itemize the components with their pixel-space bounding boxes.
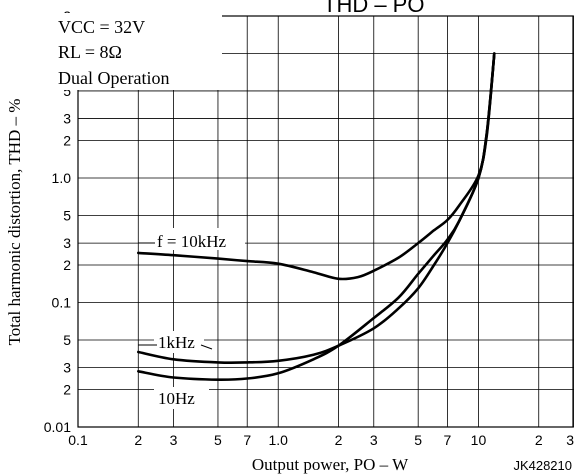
x-tick-label-5: 1.0	[268, 432, 288, 448]
x-tick-label-12: 3	[566, 432, 574, 448]
y-tick-label-9: 2	[63, 133, 71, 149]
y-tick-label-5: 2	[63, 257, 71, 273]
y-tick-label-3: 5	[63, 332, 71, 348]
label-leader-1khz-right	[200, 344, 213, 350]
y-tick-label-4: 0.1	[52, 294, 72, 310]
y-tick-label-7: 5	[63, 207, 71, 223]
x-tick-label-3: 5	[214, 432, 222, 448]
x-tick-label-8: 5	[414, 432, 422, 448]
curves-layer	[137, 52, 496, 382]
x-tick-label-4: 7	[243, 432, 251, 448]
x-tick-label-9: 7	[444, 432, 452, 448]
y-tick-label-6: 3	[63, 235, 71, 251]
code-label: JK428210	[513, 458, 572, 473]
condition-vcc: VCC = 32V	[58, 17, 145, 37]
x-tick-label-2: 3	[170, 432, 178, 448]
x-tick-label-11: 2	[535, 432, 543, 448]
x-tick-label-1: 2	[134, 432, 142, 448]
x-tick-label-7: 3	[370, 432, 378, 448]
plot-frame	[77, 15, 574, 428]
chart-title: THD – PO	[323, 0, 424, 17]
x-tick-label-0: 0.1	[68, 432, 88, 448]
conditions-box: VCC = 32V RL = 8Ω Dual Operation	[55, 13, 222, 90]
series-label-10hz: 10Hz	[158, 389, 195, 408]
y-tick-label-10: 3	[63, 111, 71, 127]
series-line-0	[137, 52, 496, 281]
curve-labels: f = 10kHz 1kHz 10Hz	[138, 228, 245, 409]
condition-rl: RL = 8Ω	[58, 42, 122, 62]
series-line-2	[137, 52, 496, 382]
x-tick-label-10: 10	[471, 432, 487, 448]
x-axis-title: Output power, PO – W	[252, 455, 409, 474]
y-tick-label-2: 3	[63, 360, 71, 376]
y-tick-label-11: 5	[63, 83, 71, 99]
series-label-10khz: f = 10kHz	[157, 232, 227, 251]
condition-operation: Dual Operation	[58, 68, 169, 88]
x-tick-label-6: 2	[335, 432, 343, 448]
series-label-1khz: 1kHz	[158, 333, 195, 352]
y-tick-label-1: 2	[63, 382, 71, 398]
y-tick-label-8: 1.0	[52, 170, 72, 186]
series-line-1	[137, 52, 496, 365]
conditions-background	[55, 13, 222, 90]
y-axis-title: Total harmonic distortion, THD – %	[5, 99, 24, 346]
y-tick-label-0: 0.01	[44, 419, 71, 435]
x-tick-labels: 0.1 2 3 5 7 1.0 2 3 5 7 10 2 3	[68, 432, 574, 448]
